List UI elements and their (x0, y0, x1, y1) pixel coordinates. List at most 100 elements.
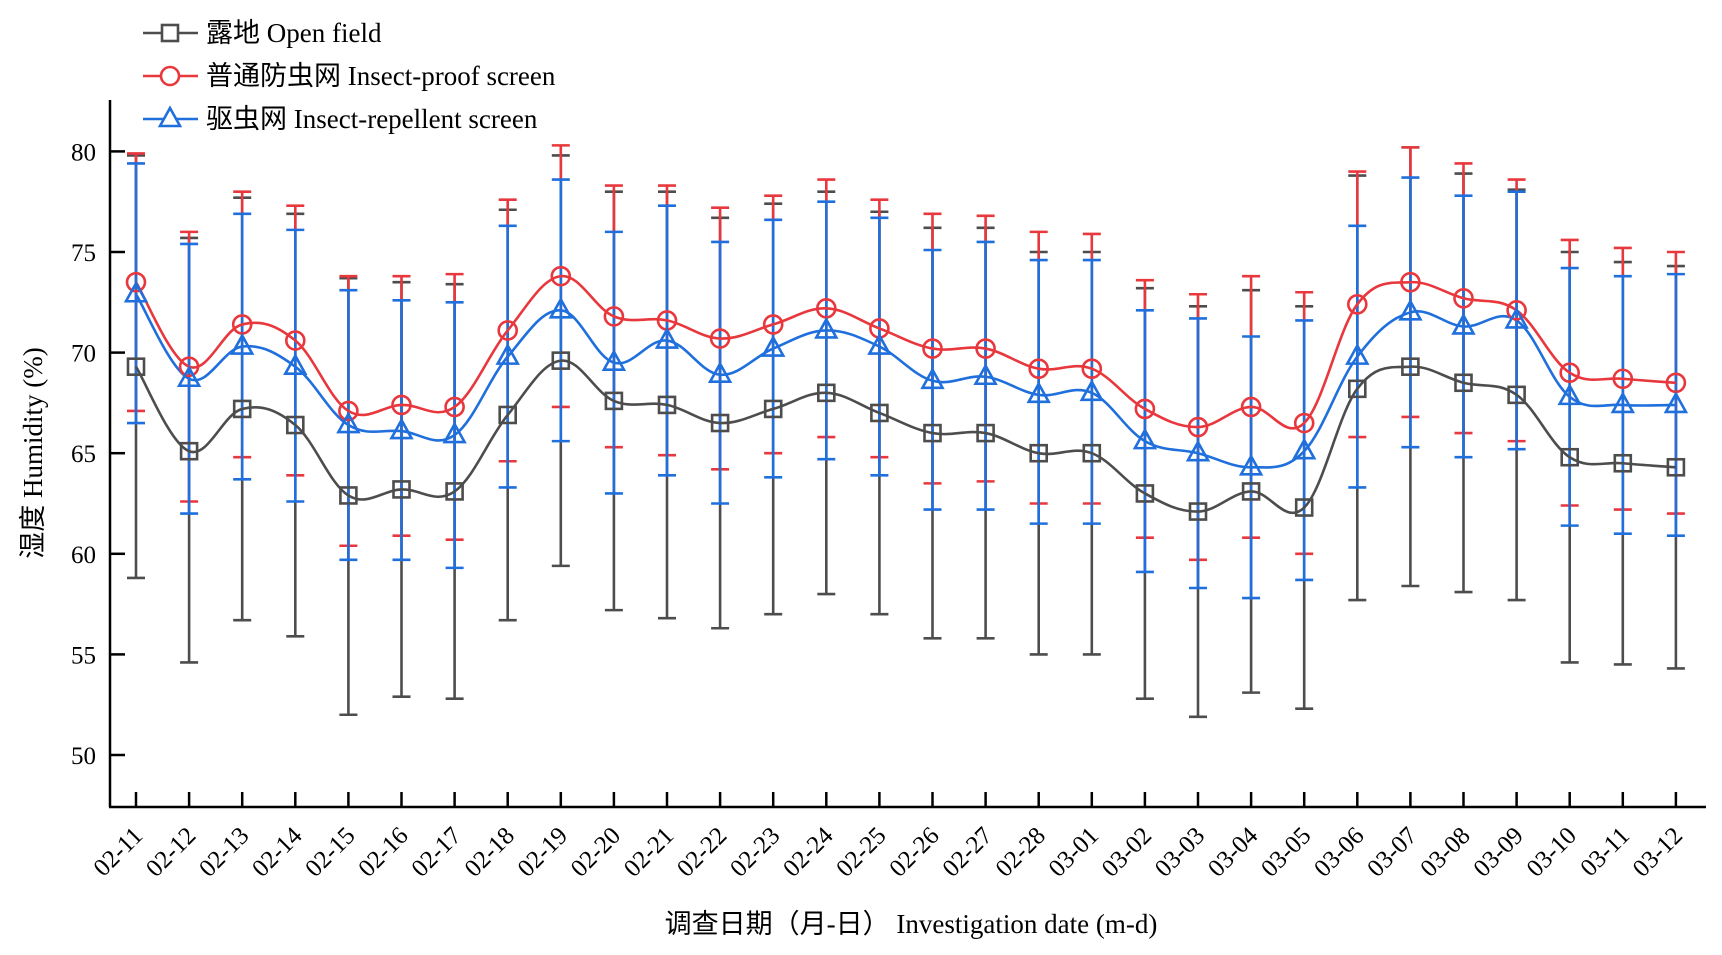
data-point-square (1454, 373, 1473, 393)
error-bar (1029, 258, 1048, 525)
data-point-circle (178, 356, 200, 377)
x-tick-label: 02-16 (353, 822, 413, 882)
data-point-square (604, 391, 624, 411)
data-point-triangle (1185, 439, 1211, 462)
x-tick-label: 03-11 (1575, 822, 1635, 882)
data-point-square (923, 423, 942, 443)
data-point-square (710, 413, 730, 433)
data-point-circle (922, 338, 943, 359)
y-tick-label: 55 (71, 642, 96, 669)
data-point-circle (1347, 294, 1368, 315)
data-point-square (1401, 357, 1420, 376)
y-tick-label: 75 (71, 240, 96, 267)
data-point-circle (1559, 362, 1580, 384)
legend-marker-triangle (157, 105, 183, 128)
data-point-triangle (123, 280, 149, 303)
data-point-triangle (1345, 342, 1370, 365)
y-axis-title: 湿度 Humidity (%) (18, 347, 48, 558)
data-point-circle (1506, 300, 1527, 321)
data-point-square (1135, 484, 1155, 503)
data-point-circle (1612, 368, 1634, 390)
data-point-square (1029, 443, 1048, 463)
series-line-1 (134, 274, 1676, 430)
x-tick-label: 03-10 (1522, 822, 1582, 882)
data-point-triangle (1398, 298, 1423, 321)
data-point-square (1241, 482, 1261, 501)
series-markers (123, 265, 1689, 521)
data-point-triangle (1504, 306, 1529, 329)
data-point-triangle (601, 348, 627, 371)
data-point-square (657, 395, 677, 415)
x-tick-label: 02-11 (89, 822, 149, 882)
data-point-square (285, 415, 305, 435)
data-point-triangle (1557, 383, 1582, 406)
data-point-triangle (1132, 427, 1158, 450)
x-tick-label: 03-01 (1044, 822, 1104, 882)
data-point-triangle (973, 363, 998, 386)
data-point-square (179, 441, 199, 461)
legend-item: 驱虫网 Insect-repellent screen (143, 104, 538, 134)
data-point-triangle (336, 411, 361, 434)
x-tick-label: 02-25 (831, 822, 891, 882)
data-point-square (1560, 447, 1579, 467)
x-tick-label: 02-28 (991, 822, 1051, 882)
data-point-triangle (1238, 453, 1264, 476)
data-point-triangle (548, 296, 574, 319)
x-tick-label: 02-15 (300, 822, 360, 882)
data-point-triangle (867, 332, 892, 355)
data-point-square (445, 482, 464, 501)
data-point-circle (125, 271, 147, 293)
legend-label: 驱虫网 Insect-repellent screen (206, 104, 538, 134)
legend: 露地 Open field 普通防虫网 Insect-proof screen 驱虫… (143, 18, 556, 134)
x-tick-label: 03-03 (1150, 822, 1210, 882)
x-tick-label: 02-24 (778, 822, 839, 883)
legend-label: 露地 Open field (206, 18, 382, 48)
x-tick-label: 03-04 (1203, 822, 1264, 883)
data-point-square (870, 403, 889, 423)
x-tick-label: 03-12 (1628, 822, 1688, 882)
data-point-square (1348, 379, 1367, 399)
data-point-circle (1293, 412, 1315, 434)
x-tick-label: 02-13 (194, 822, 254, 882)
data-point-circle (1028, 358, 1049, 379)
data-point-triangle (442, 421, 467, 444)
legend-label: 普通防虫网 Insect-proof screen (206, 61, 556, 91)
x-tick-label: 02-12 (141, 822, 201, 882)
data-point-square (339, 486, 358, 505)
data-point-circle (1240, 396, 1262, 418)
data-point-circle (975, 338, 996, 359)
x-tick-label: 03-09 (1469, 822, 1529, 882)
data-point-square (1294, 498, 1314, 517)
data-point-triangle (229, 332, 255, 355)
data-point-triangle (495, 342, 520, 365)
data-point-triangle (176, 365, 202, 388)
data-point-square (763, 399, 783, 419)
data-point-circle (284, 330, 306, 351)
series-line-2 (134, 293, 1676, 469)
legend-item: 露地 Open field (143, 18, 382, 48)
data-point-square (1082, 443, 1102, 463)
y-tick-label: 80 (71, 139, 96, 166)
data-point-square (126, 357, 146, 376)
data-point-circle (1187, 416, 1209, 438)
x-tick-label: 03-02 (1097, 822, 1157, 882)
legend-marker-square (160, 23, 180, 43)
x-tick-label: 02-22 (672, 822, 732, 882)
data-point-square (1188, 502, 1208, 521)
x-tick-label: 02-20 (566, 822, 626, 882)
x-tick-label: 03-06 (1309, 822, 1369, 882)
data-point-triangle (814, 316, 839, 339)
error-bar (127, 162, 145, 425)
y-ticks: 50 55 60 65 70 75 80 (71, 139, 125, 770)
x-tick-label: 02-21 (619, 822, 679, 882)
data-point-circle (1453, 287, 1474, 309)
data-point-triangle (283, 353, 308, 375)
x-tick-label: 02-14 (247, 822, 308, 883)
x-tick-label: 03-08 (1415, 822, 1475, 882)
data-point-square (498, 405, 518, 425)
x-tick-label: 02-18 (460, 822, 520, 882)
data-point-triangle (707, 361, 733, 384)
legend-item: 普通防虫网 Insect-proof screen (143, 61, 556, 91)
data-point-circle (1400, 271, 1421, 293)
